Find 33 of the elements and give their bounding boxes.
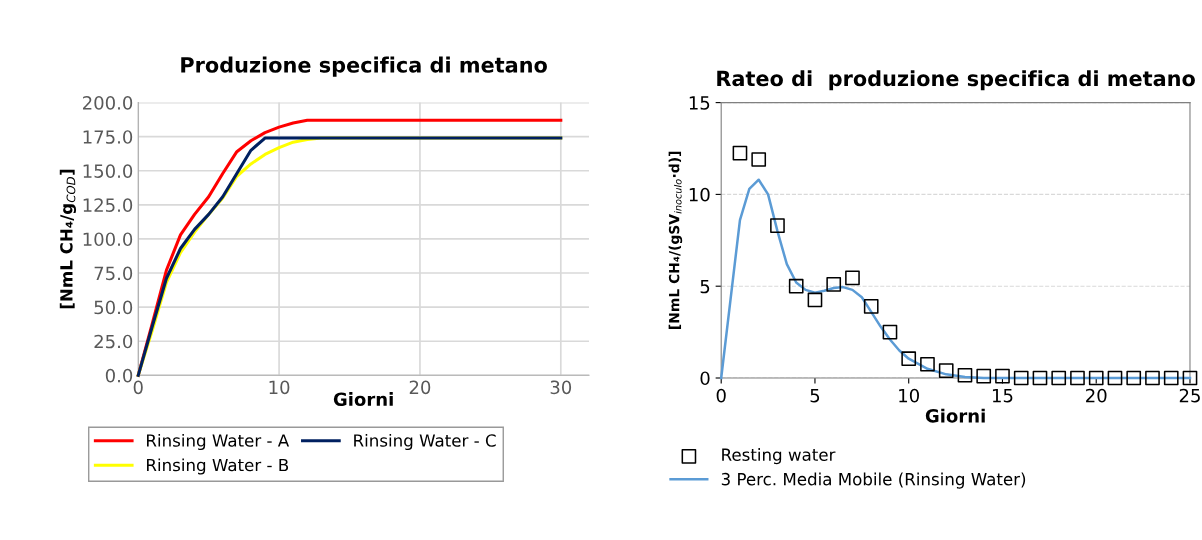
y-axis-title: [NmL CH₄/g$_{COD}$] bbox=[59, 169, 77, 309]
y-tick-label: 200.0 bbox=[83, 96, 133, 110]
x-axis-title: Giorni bbox=[333, 392, 393, 407]
y-tick-label: 100.0 bbox=[83, 232, 133, 247]
x-tick-label: 5 bbox=[810, 388, 820, 403]
legend-label: Rinsing Water - B bbox=[147, 458, 289, 475]
chart-title: Produzione specifica di metano bbox=[181, 56, 547, 77]
x-axis-title: Giorni bbox=[925, 408, 985, 423]
x-tick-label: 0 bbox=[716, 388, 726, 403]
y-tick-label: 150.0 bbox=[83, 164, 133, 178]
chart-title: Rateo di produzione specifica di metano bbox=[717, 70, 1195, 91]
y-tick-label: 175.0 bbox=[83, 130, 133, 144]
legend-label: 3 Perc. Media Mobile (Rinsing Water) bbox=[721, 472, 1026, 489]
legend-label: Resting water bbox=[722, 448, 836, 465]
x-tick-label: 10 bbox=[269, 380, 290, 395]
legend-label: Rinsing Water - A bbox=[147, 433, 290, 451]
y-tick-label: 75.0 bbox=[94, 266, 133, 281]
y-tick-label: 50.0 bbox=[94, 300, 133, 315]
x-tick-label: 30 bbox=[550, 380, 572, 395]
x-tick-label: 10 bbox=[899, 388, 919, 403]
legend-label: Rinsing Water - C bbox=[354, 433, 496, 451]
y-tick-label: 15 bbox=[689, 96, 710, 110]
y-tick-label: 5 bbox=[700, 279, 710, 294]
x-tick-label: 20 bbox=[409, 380, 431, 395]
y-tick-label: 10 bbox=[689, 187, 710, 202]
x-tick-label: 0 bbox=[133, 380, 143, 395]
x-tick-label: 15 bbox=[992, 388, 1013, 403]
x-tick-label: 25 bbox=[1179, 388, 1200, 403]
y-tick-label: 25.0 bbox=[94, 334, 133, 349]
y-tick-label: 125.0 bbox=[83, 198, 133, 212]
y-tick-label: 0.0 bbox=[105, 368, 133, 383]
y-axis-title: [NmL CH₄/(gSV$_{inoculo}$·d)] bbox=[668, 151, 683, 329]
x-tick-label: 20 bbox=[1086, 388, 1107, 403]
